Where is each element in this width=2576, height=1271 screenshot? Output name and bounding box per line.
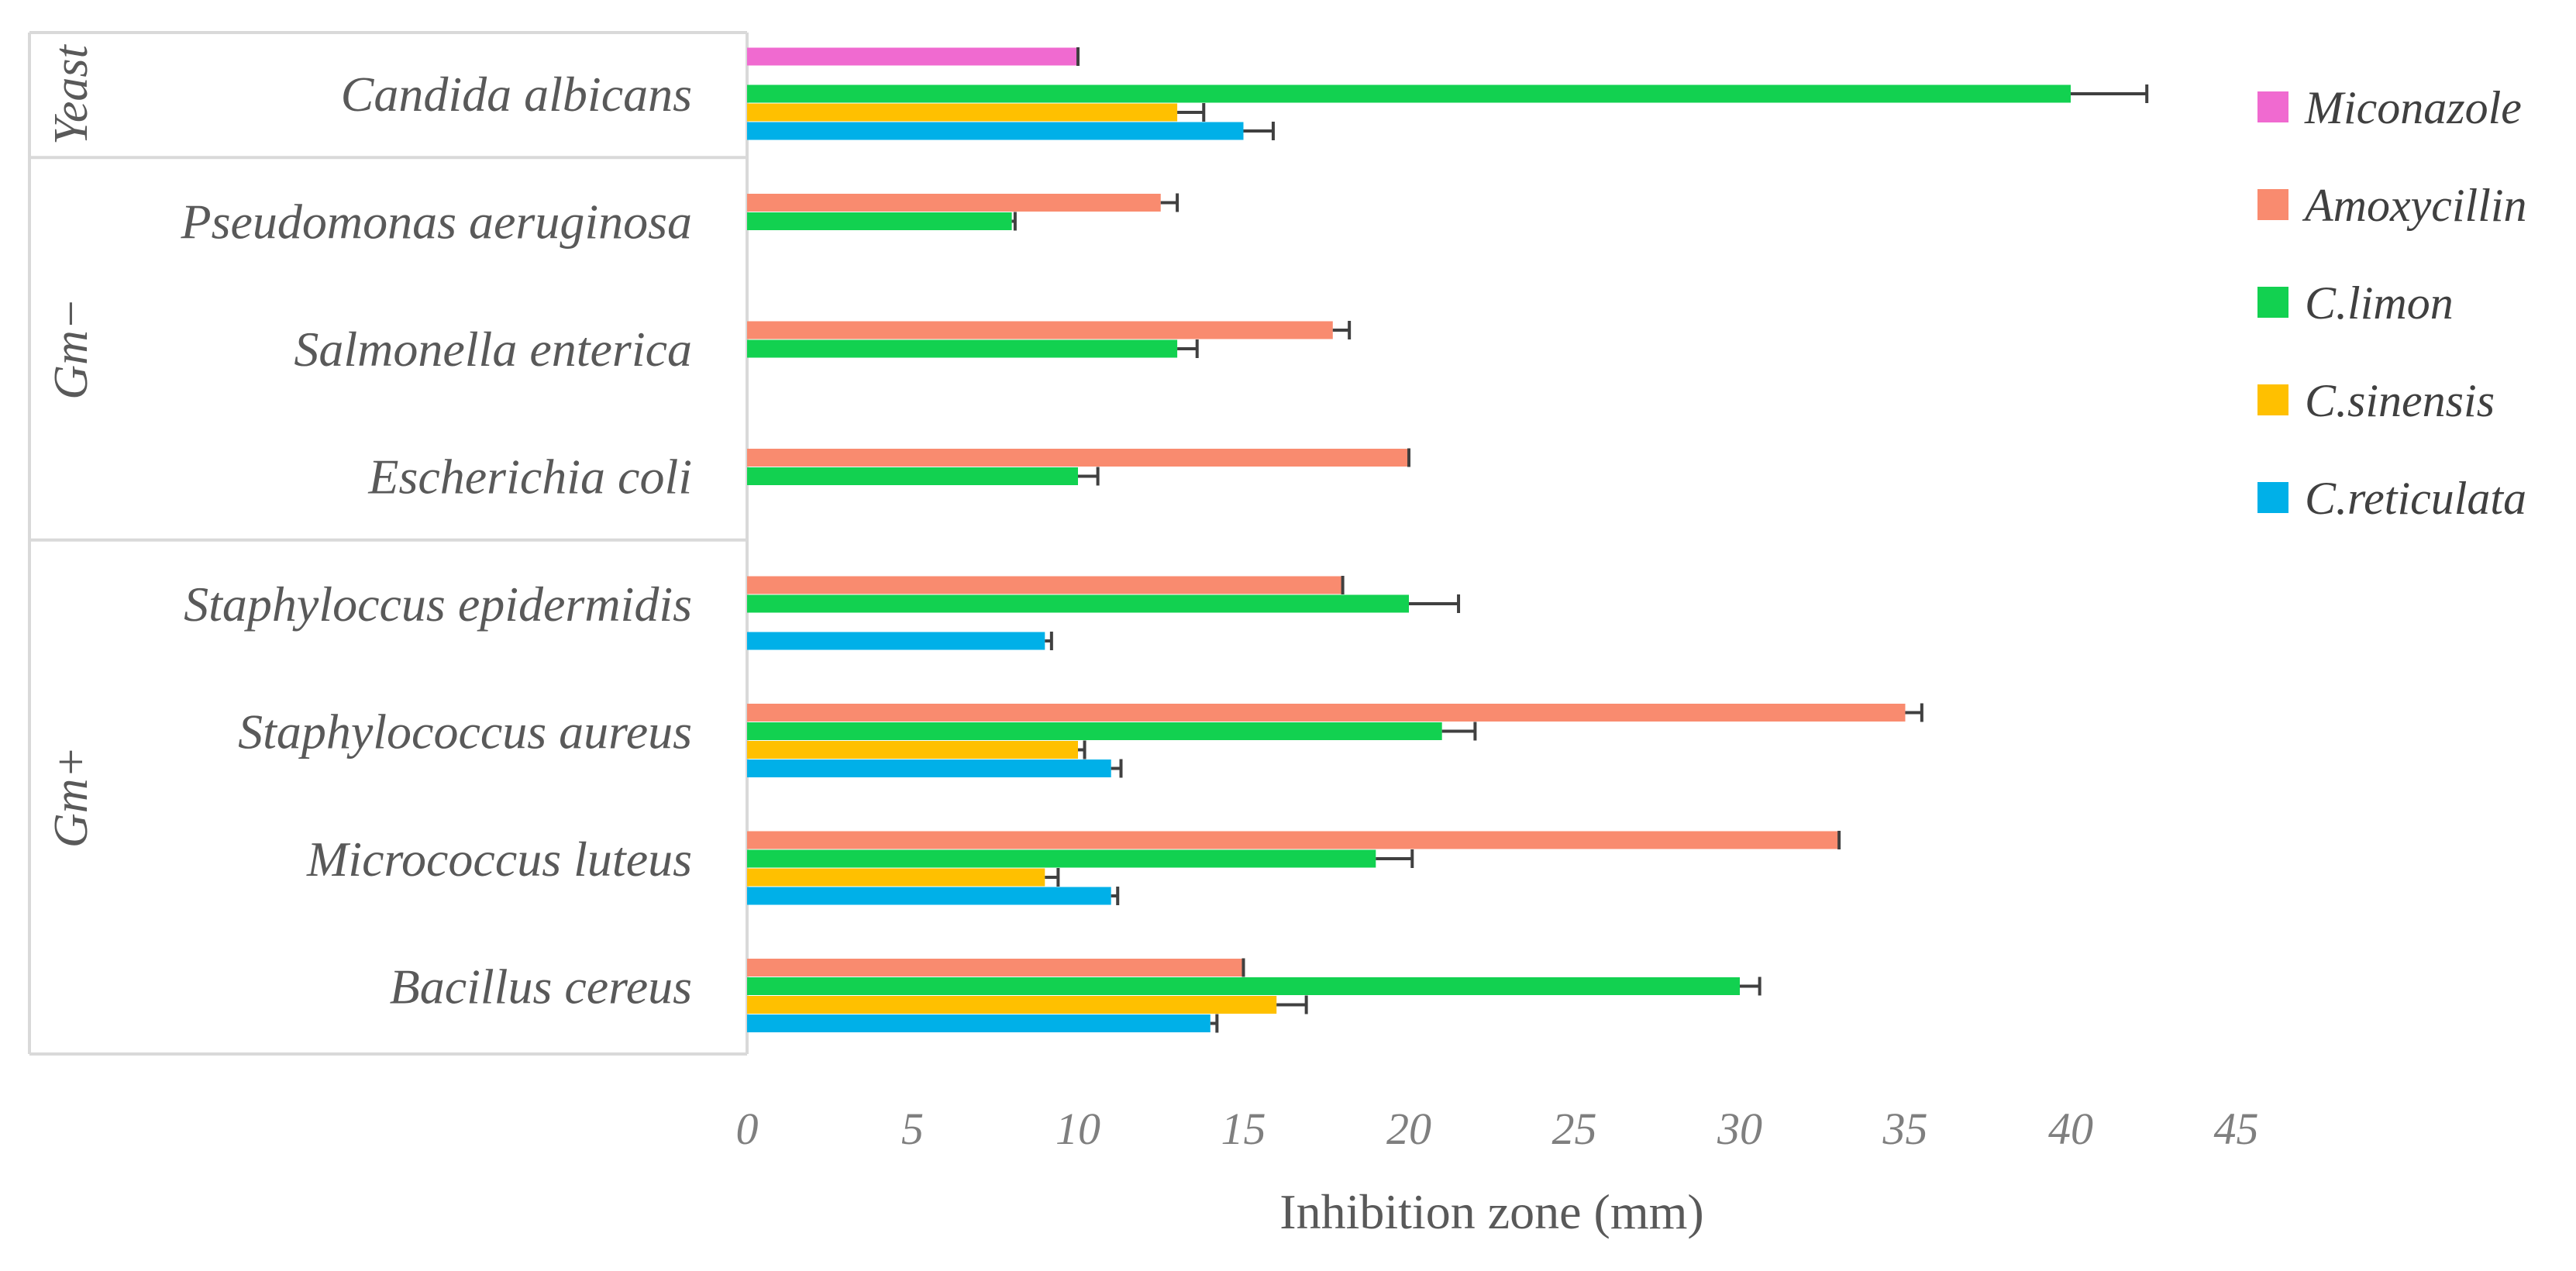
error-bar-c-reticulata-staphylococcus-aureus — [1111, 759, 1123, 778]
bar-c-sinensis-bacillus-cereus — [747, 996, 1277, 1014]
category-label-micrococcus-luteus: Micrococcus luteus — [306, 832, 692, 887]
legend-item-c-reticulata: C.reticulata — [2257, 473, 2526, 524]
bar-c-sinensis-candida-albicans — [747, 103, 1178, 122]
bar-c-limon-bacillus-cereus — [747, 977, 1740, 995]
x-tick-25: 25 — [1552, 1104, 1597, 1154]
error-bar-c-limon-micrococcus-luteus — [1376, 849, 1414, 868]
bar-amoxycillin-staphylococcus-aureus — [747, 704, 1906, 722]
error-bar-c-sinensis-candida-albicans — [1177, 103, 1206, 122]
bar-amoxycillin-bacillus-cereus — [747, 959, 1244, 976]
bar-c-reticulata-micrococcus-luteus — [747, 887, 1111, 905]
x-tick-30: 30 — [1717, 1104, 1762, 1154]
category-labels: Candida albicans Pseudomonas aeruginosa Sa… — [180, 67, 692, 1014]
bar-amoxycillin-pseudomonas-aeruginosa — [747, 194, 1161, 212]
error-bar-amoxycillin-salmonella-enterica — [1332, 321, 1352, 339]
bar-c-sinensis-staphylococcus-aureus — [747, 741, 1078, 759]
bar-c-reticulata-candida-albicans — [747, 122, 1244, 140]
bars — [747, 47, 2071, 1032]
category-label-pseudomonas-aeruginosa: Pseudomonas aeruginosa — [180, 195, 692, 250]
error-bar-c-reticulata-staphyloccus-epidermidis — [1045, 632, 1053, 650]
error-bar-c-reticulata-bacillus-cereus — [1210, 1014, 1219, 1033]
error-bar-c-limon-salmonella-enterica — [1177, 339, 1199, 358]
bar-c-limon-candida-albicans — [747, 84, 2071, 103]
bar-amoxycillin-escherichia-coli — [747, 449, 1409, 467]
x-tick-35: 35 — [1882, 1104, 1928, 1154]
error-bars — [1011, 47, 2149, 1033]
bar-c-limon-staphyloccus-epidermidis — [747, 594, 1409, 613]
legend-item-amoxycillin: Amoxycillin — [2257, 180, 2527, 231]
bar-c-sinensis-micrococcus-luteus — [747, 868, 1045, 887]
bar-amoxycillin-staphyloccus-epidermidis — [747, 576, 1343, 594]
x-tick-15: 15 — [1221, 1104, 1266, 1154]
category-label-staphyloccus-epidermidis: Staphyloccus epidermidis — [184, 577, 692, 632]
error-bar-amoxycillin-pseudomonas-aeruginosa — [1160, 193, 1180, 212]
error-bar-c-limon-escherichia-coli — [1078, 467, 1100, 486]
category-label-salmonella-enterica: Salmonella enterica — [294, 322, 692, 377]
bar-miconazole-candida-albicans — [747, 47, 1078, 66]
legend-label-c-reticulata: C.reticulata — [2305, 473, 2526, 524]
error-bar-c-reticulata-candida-albicans — [1243, 122, 1275, 140]
legend-label-miconazole: Miconazole — [2304, 82, 2522, 133]
bar-c-limon-escherichia-coli — [747, 467, 1078, 485]
legend-label-c-sinensis: C.sinensis — [2305, 375, 2495, 426]
x-tick-20: 20 — [1386, 1104, 1431, 1154]
bar-c-limon-pseudomonas-aeruginosa — [747, 212, 1012, 230]
group-labels: Yeast Gm− Gm+ — [45, 44, 98, 849]
category-label-escherichia-coli: Escherichia coli — [367, 450, 692, 505]
error-bar-c-limon-staphyloccus-epidermidis — [1409, 594, 1461, 613]
legend-swatch-c-sinensis — [2257, 384, 2288, 415]
bar-c-limon-salmonella-enterica — [747, 339, 1178, 358]
legend-item-c-sinensis: C.sinensis — [2257, 375, 2495, 426]
x-tick-0: 0 — [736, 1104, 759, 1154]
error-bar-c-limon-bacillus-cereus — [1740, 976, 1762, 996]
group-label-gm: Gm− — [45, 298, 98, 399]
bar-amoxycillin-salmonella-enterica — [747, 321, 1333, 339]
error-bar-c-sinensis-staphylococcus-aureus — [1078, 740, 1087, 760]
category-label-candida-albicans: Candida albicans — [341, 67, 692, 122]
x-tick-5: 5 — [901, 1104, 924, 1154]
x-tick-45: 45 — [2214, 1104, 2259, 1154]
error-bar-c-limon-pseudomonas-aeruginosa — [1011, 212, 1017, 231]
legend-item-miconazole: Miconazole — [2257, 82, 2522, 133]
x-tick-40: 40 — [2048, 1104, 2093, 1154]
bar-amoxycillin-micrococcus-luteus — [747, 831, 1840, 849]
category-label-bacillus-cereus: Bacillus cereus — [390, 959, 692, 1014]
legend: Miconazole Amoxycillin C.limon C.sinensis C.… — [2257, 82, 2527, 524]
x-tick-10: 10 — [1056, 1104, 1100, 1154]
legend-label-amoxycillin: Amoxycillin — [2302, 180, 2527, 231]
bar-c-reticulata-staphyloccus-epidermidis — [747, 632, 1045, 650]
error-bar-c-sinensis-micrococcus-luteus — [1045, 868, 1060, 887]
legend-swatch-c-limon — [2257, 287, 2288, 318]
category-frame — [28, 31, 749, 1056]
error-bar-c-limon-staphylococcus-aureus — [1441, 722, 1477, 741]
error-bar-c-sinensis-bacillus-cereus — [1276, 995, 1308, 1014]
x-axis-ticks: 0 5 10 15 20 25 30 35 40 45 — [736, 1104, 2259, 1154]
legend-swatch-miconazole — [2257, 91, 2288, 122]
legend-label-c-limon: C.limon — [2305, 277, 2454, 329]
legend-item-c-limon: C.limon — [2257, 277, 2454, 329]
error-bar-c-reticulata-micrococcus-luteus — [1111, 887, 1120, 905]
bar-c-limon-staphylococcus-aureus — [747, 722, 1442, 740]
legend-swatch-c-reticulata — [2257, 482, 2288, 513]
group-label-yeast: Yeast — [45, 44, 98, 145]
error-bar-amoxycillin-staphylococcus-aureus — [1905, 703, 1923, 722]
bar-c-reticulata-staphylococcus-aureus — [747, 760, 1111, 777]
bar-c-reticulata-bacillus-cereus — [747, 1014, 1211, 1032]
bar-c-limon-micrococcus-luteus — [747, 849, 1376, 868]
legend-swatch-amoxycillin — [2257, 189, 2288, 220]
x-axis-title: Inhibition zone (mm) — [1279, 1184, 1703, 1239]
category-label-staphylococcus-aureus: Staphylococcus aureus — [238, 704, 692, 760]
group-label-gm: Gm+ — [45, 746, 98, 848]
error-bar-c-limon-candida-albicans — [2071, 84, 2149, 103]
